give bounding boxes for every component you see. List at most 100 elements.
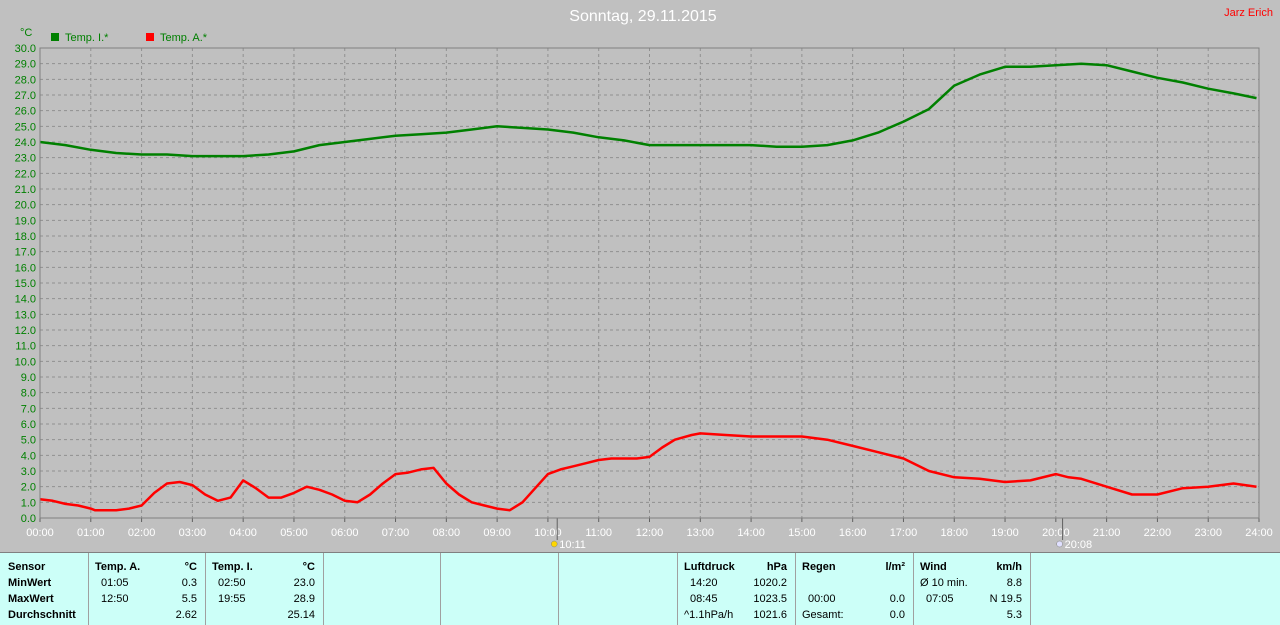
- row-label-min: MinWert: [8, 577, 52, 589]
- x-tick-label: 11:00: [585, 527, 612, 539]
- stats-col-pressure: Luftdruck hPa 14:20 1020.2 08:45 1023.5 …: [678, 553, 796, 625]
- x-tick-label: 22:00: [1144, 527, 1172, 539]
- rain-r2: 0.0: [889, 593, 905, 605]
- y-tick-label: 20.0: [15, 200, 36, 212]
- pressure-unit: hPa: [766, 561, 787, 573]
- y-tick-label: 5.0: [21, 435, 36, 447]
- y-tick-label: 4.0: [21, 450, 36, 462]
- pressure-r2: 1023.5: [753, 593, 787, 605]
- y-tick-label: 6.0: [21, 419, 36, 431]
- x-tick-label: 23:00: [1194, 527, 1222, 539]
- y-tick-label: 9.0: [21, 372, 36, 384]
- chart-title: Sonntag, 29.11.2015: [569, 8, 716, 25]
- x-tick-label: 07:00: [382, 527, 410, 539]
- y-tick-label: 21.0: [15, 184, 36, 196]
- y-tick-label: 7.0: [21, 403, 36, 415]
- y-tick-label: 18.0: [15, 231, 36, 243]
- pressure-header: Luftdruck: [684, 561, 735, 573]
- y-tick-label: 13.0: [15, 309, 36, 321]
- y-tick-label: 26.0: [15, 106, 36, 118]
- y-tick-label: 10.0: [15, 356, 36, 368]
- event-markers: 10:11 20:08: [550, 518, 1092, 551]
- plot-frame: [39, 47, 1260, 519]
- x-tick-label: 09:00: [483, 527, 511, 539]
- x-tick-label: 04:00: [229, 527, 257, 539]
- temp-a-max: 5.5: [181, 593, 197, 605]
- temp-a-max-time: 12:50: [101, 593, 129, 605]
- wind-r1: 8.8: [1006, 577, 1022, 589]
- temp-i-unit: °C: [302, 561, 315, 573]
- x-tick-label: 06:00: [331, 527, 359, 539]
- temp-a-min: 0.3: [181, 577, 197, 589]
- moon-icon: [1056, 540, 1063, 548]
- wind-r1-label: Ø 10 min.: [920, 577, 968, 589]
- x-tick-label: 13:00: [687, 527, 715, 539]
- y-tick-label: 16.0: [15, 262, 36, 274]
- sensor-header: Sensor: [8, 561, 46, 573]
- rain-r2-time: 00:00: [808, 593, 836, 605]
- y-tick-label: 23.0: [15, 153, 36, 165]
- wind-r2-time: 07:05: [926, 593, 954, 605]
- x-tick-label: 05:00: [280, 527, 308, 539]
- x-tick-label: 12:00: [636, 527, 664, 539]
- temp-i-header: Temp. I.: [212, 561, 253, 573]
- y-tick-label: 14.0: [15, 294, 36, 306]
- pressure-r3: 1021.6: [753, 609, 787, 621]
- y-axis-unit-label: °C: [20, 27, 32, 39]
- x-tick-label: 00:00: [26, 527, 54, 539]
- temp-a-min-time: 01:05: [101, 577, 129, 589]
- stats-col-temp-a: Temp. A. °C 01:05 0.3 12:50 5.5 2.62: [89, 553, 206, 625]
- author-label: Jarz Erich: [1224, 7, 1273, 19]
- pressure-r1: 1020.2: [753, 577, 787, 589]
- x-tick-label: 18:00: [940, 527, 968, 539]
- temp-i-avg: 25.14: [287, 609, 315, 621]
- y-tick-label: 24.0: [15, 137, 36, 149]
- legend: Temp. I.* Temp. A.*: [51, 32, 208, 44]
- chart-series: [39, 62, 1257, 512]
- temp-a-avg: 2.62: [175, 609, 197, 621]
- x-tick-label: 17:00: [890, 527, 918, 539]
- legend-label-temp-i: Temp. I.*: [65, 32, 109, 44]
- y-tick-label: 29.0: [15, 59, 36, 71]
- x-tick-label: 21:00: [1093, 527, 1121, 539]
- wind-r3: 5.3: [1006, 609, 1022, 621]
- y-tick-label: 30.0: [15, 43, 36, 55]
- y-tick-label: 0.0: [21, 513, 36, 525]
- y-tick-label: 1.0: [21, 497, 36, 509]
- x-tick-label: 16:00: [839, 527, 867, 539]
- pressure-r1-time: 14:20: [690, 577, 718, 589]
- wind-header: Wind: [920, 561, 947, 573]
- x-tick-label: 08:00: [433, 527, 461, 539]
- x-tick-label: 10:00: [534, 527, 562, 539]
- sun-icon: [550, 540, 558, 548]
- stats-col-empty-2: [441, 553, 559, 625]
- x-tick-label: 20:00: [1042, 527, 1070, 539]
- legend-swatch-temp-a: [146, 33, 154, 41]
- stats-col-rain: Regen l/m² 00:00 0.0 Gesamt: 0.0: [796, 553, 914, 625]
- y-tick-label: 27.0: [15, 90, 36, 102]
- pressure-r2-time: 08:45: [690, 593, 718, 605]
- rain-r3-label: Gesamt:: [802, 609, 844, 621]
- wind-r2: N 19.5: [989, 593, 1022, 605]
- rain-header: Regen: [802, 561, 836, 573]
- stats-col-sensor: Sensor MinWert MaxWert Durchschnitt: [0, 553, 89, 625]
- y-tick-label: 22.0: [15, 168, 36, 180]
- y-tick-label: 28.0: [15, 74, 36, 86]
- temp-a-header: Temp. A.: [95, 561, 141, 573]
- series-line-temp-i: [39, 62, 1257, 158]
- y-tick-label: 17.0: [15, 247, 36, 259]
- x-tick-label: 02:00: [128, 527, 156, 539]
- series-line-temp-a: [39, 432, 1257, 512]
- y-tick-label: 2.0: [21, 482, 36, 494]
- x-tick-label: 15:00: [788, 527, 816, 539]
- x-tick-label: 03:00: [179, 527, 207, 539]
- x-tick-label: 19:00: [991, 527, 1019, 539]
- y-axis-ticks: 0.0 1.0 2.0 3.0 4.0 5.0 6.0 7.0 8.0 9.0 10.0 11.0 12…: [15, 43, 36, 525]
- stats-col-temp-i: Temp. I. °C 02:50 23.0 19:55 28.9 25.14: [206, 553, 324, 625]
- y-tick-label: 25.0: [15, 121, 36, 133]
- temperature-chart: Sonntag, 29.11.2015 Jarz Erich Temp. I.*…: [15, 7, 1273, 551]
- x-tick-label: 01:00: [77, 527, 105, 539]
- y-tick-label: 3.0: [21, 466, 36, 478]
- y-tick-label: 12.0: [15, 325, 36, 337]
- stats-col-empty-1: [324, 553, 441, 625]
